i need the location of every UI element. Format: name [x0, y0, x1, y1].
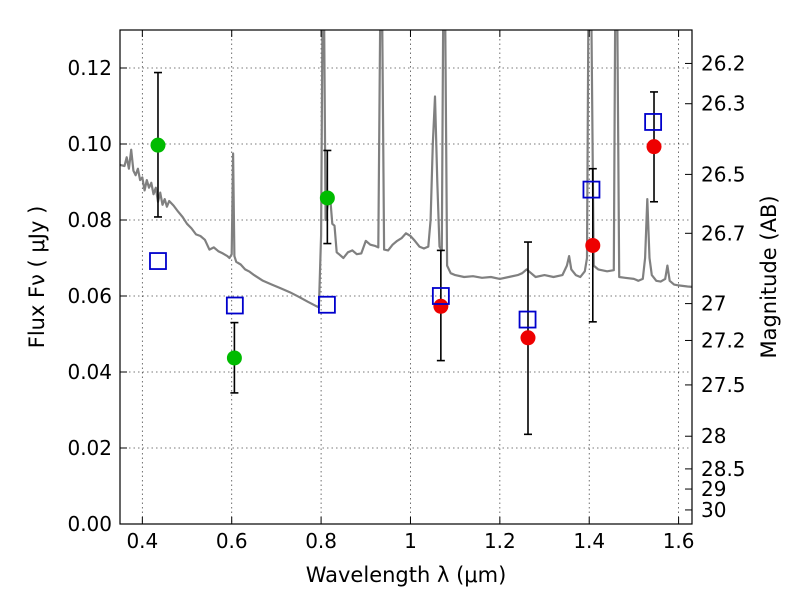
right-tick-label: 26.5: [701, 162, 746, 186]
y-tick-label: 0.10: [67, 132, 112, 156]
model-box-point: [225, 296, 244, 315]
y-tick-label: 0.12: [67, 56, 112, 80]
right-tick-label: 28: [701, 424, 726, 448]
red-data-point: [433, 298, 449, 314]
y-tick-label: 0.08: [67, 208, 112, 232]
right-tick-label: 27.2: [701, 328, 746, 352]
right-tick-label: 30: [701, 498, 726, 522]
right-tick-label: 27.5: [701, 373, 746, 397]
plot-content: [120, 30, 692, 309]
model-box-point: [582, 180, 601, 199]
x-tick-label: 1: [404, 529, 417, 553]
y-tick-label: 0.04: [67, 360, 112, 384]
right-tick-label: 29: [701, 477, 726, 501]
green-data-point: [319, 190, 335, 206]
model-spectrum-line: [120, 30, 692, 309]
x-tick-label: 1.6: [663, 529, 695, 553]
model-box-point: [431, 287, 450, 305]
model-box-point: [318, 295, 336, 314]
model-box-point: [644, 113, 663, 131]
red-data-point: [585, 237, 601, 253]
right-axis-label: Magnitude (AB): [757, 195, 781, 358]
y-tick-label: 0.02: [67, 436, 112, 460]
y-axis-label: Flux Fν ( μJy ): [25, 206, 49, 349]
right-tick-label: 26.2: [701, 51, 746, 75]
x-tick-label: 0.4: [126, 529, 158, 553]
green-data-point: [150, 137, 166, 153]
y-tick-label: 0.00: [67, 512, 112, 536]
right-tick-label: 27: [701, 292, 726, 316]
tick-labels: 0.4 0.6 0.8 1 1.2 1.4 1.6 0.00 0.02 0.04 0.06 0.08 0…: [67, 51, 745, 553]
y-tick-label: 0.06: [67, 284, 112, 308]
x-tick-label: 1.2: [484, 529, 516, 553]
markers: [149, 71, 663, 436]
green-data-point: [226, 350, 242, 366]
right-tick-label: 26.7: [701, 221, 746, 245]
right-tick-label: 26.3: [701, 92, 746, 116]
plot-frame: [119, 29, 693, 525]
x-tick-label: 1.4: [573, 529, 605, 553]
red-data-point: [646, 139, 662, 155]
ticks: [120, 30, 692, 525]
x-tick-label: 0.6: [216, 529, 248, 553]
red-data-point: [520, 330, 536, 346]
model-box-point: [518, 310, 537, 329]
right-tick-label: 28.5: [701, 457, 746, 481]
model-box-point: [149, 252, 167, 270]
x-tick-label: 0.8: [305, 529, 337, 553]
x-axis-label: Wavelength λ (μm): [306, 563, 507, 587]
